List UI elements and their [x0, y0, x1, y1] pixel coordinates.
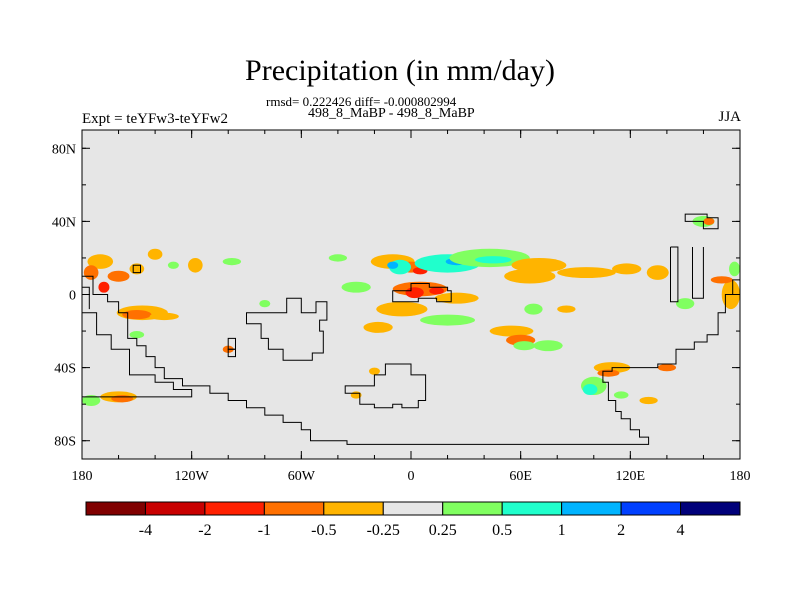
- anomaly-blob-39: [524, 303, 543, 315]
- colorbar-swatch: [323, 501, 384, 516]
- colorbar-swatch: [263, 501, 325, 516]
- experiment-label: Expt = teYFw3-teYFw2: [82, 111, 228, 127]
- colorbar-swatch: [501, 501, 563, 516]
- anomaly-blob-13: [341, 281, 371, 293]
- x-tick-label: 120E: [616, 469, 646, 484]
- anomaly-blob-35: [489, 325, 534, 337]
- x-tick-label: 0: [408, 469, 415, 484]
- anomaly-blob-11: [111, 395, 134, 403]
- coastline-far-east-strip: [692, 247, 704, 299]
- anomaly-blob-22: [474, 256, 512, 264]
- anomaly-blob-27: [646, 265, 669, 280]
- colorbar-label: 0.5: [492, 522, 512, 539]
- stats-subtitle: rmsd= 0.222426 diff= -0.000802994: [266, 94, 457, 109]
- precip-anomaly-fields: [82, 215, 740, 406]
- coastline-southern-island: [344, 363, 427, 409]
- anomaly-blob-1: [107, 270, 130, 282]
- period-subtitle: 498_8_MaBP - 498_8_MaBP: [308, 106, 475, 121]
- anomaly-blob-24: [504, 268, 556, 284]
- anomaly-blob-7: [122, 310, 152, 320]
- colorbar-label: -2: [198, 522, 211, 539]
- anomaly-blob-9: [82, 395, 101, 406]
- coastline-west-strip: [82, 286, 90, 310]
- anomaly-blob-32: [420, 314, 475, 326]
- anomaly-blob-51: [729, 261, 740, 277]
- colorbar-swatch: [620, 501, 682, 516]
- anomaly-blob-29: [405, 287, 424, 299]
- anomaly-blob-3: [147, 248, 163, 260]
- anomaly-blob-47: [657, 363, 677, 372]
- anomaly-blob-48: [676, 298, 695, 310]
- coastline-west-gondwana-island: [82, 312, 193, 398]
- anomaly-blob-45: [613, 391, 629, 399]
- anomaly-blob-55: [259, 299, 271, 308]
- colorbar-swatch: [561, 501, 622, 516]
- coastline-small-island-b: [227, 348, 236, 358]
- anomaly-blob-59: [98, 281, 110, 293]
- anomaly-blob-46: [639, 396, 658, 405]
- x-tick-label: 60W: [288, 469, 316, 484]
- colorbar-label: -4: [139, 522, 152, 539]
- y-axis: 80N 40N 0 40S 80S: [52, 142, 740, 450]
- anomaly-blob-50: [710, 276, 733, 284]
- y-tick-label: 0: [69, 289, 76, 304]
- anomaly-blob-33: [434, 292, 479, 304]
- colorbar-label: -1: [258, 522, 271, 539]
- coastlines: [82, 213, 740, 445]
- colorbar-label: 2: [617, 522, 625, 539]
- colorbar-swatch: [680, 501, 741, 516]
- y-tick-label: 40S: [54, 362, 76, 377]
- y-tick-label: 80N: [52, 142, 76, 157]
- anomaly-blob-31: [376, 301, 428, 317]
- chart-title: Precipitation (in mm/day): [245, 54, 555, 87]
- coastline-west-small-box: [132, 264, 141, 274]
- colorbar-swatch: [144, 501, 206, 516]
- anomaly-blob-30: [429, 287, 444, 295]
- x-tick-label: 180: [730, 469, 751, 484]
- colorbar-swatch: [204, 501, 265, 516]
- colorbar-label: -0.25: [367, 522, 400, 539]
- colorbar-label: 0.25: [429, 522, 457, 539]
- anomaly-blob-61: [167, 261, 179, 269]
- anomaly-blob-23: [511, 257, 567, 273]
- anomaly-blob-57: [368, 367, 380, 375]
- coastline-gondwana-west-coast: [82, 275, 740, 445]
- colorbar-swatch: [442, 501, 503, 516]
- coastline-equatorial-block: [392, 283, 452, 303]
- x-tick-label: 180: [72, 469, 93, 484]
- anomaly-blob-25: [557, 267, 616, 279]
- anomaly-blob-12: [328, 254, 348, 262]
- season-label: JJA: [718, 109, 741, 125]
- anomaly-blob-58: [83, 265, 99, 280]
- x-tick-label: 120W: [175, 469, 210, 484]
- anomaly-blob-18: [387, 261, 399, 269]
- colorbar-label: -0.5: [311, 522, 336, 539]
- anomaly-blob-60: [129, 331, 145, 339]
- coastline-northeast-island: [684, 213, 719, 230]
- x-tick-label: 60E: [509, 469, 532, 484]
- anomaly-blob-44: [582, 384, 598, 396]
- colorbar-label: 1: [558, 522, 566, 539]
- anomaly-blob-42: [597, 369, 620, 377]
- anomaly-blob-53: [703, 217, 715, 226]
- colorbar-label: 4: [677, 522, 685, 539]
- anomaly-blob-5: [222, 257, 242, 266]
- anomaly-blob-8: [149, 312, 179, 321]
- y-tick-label: 80S: [54, 435, 76, 450]
- coastline-east-strip: [670, 246, 679, 303]
- y-tick-label: 40N: [52, 215, 76, 230]
- anomaly-blob-37: [513, 341, 536, 351]
- anomaly-blob-38: [533, 340, 563, 352]
- anomaly-blob-26: [612, 263, 642, 275]
- coastline-mid-island: [246, 297, 328, 361]
- colorbar-swatch: [382, 501, 444, 516]
- anomaly-blob-0: [87, 254, 114, 269]
- colorbar: -4 -2 -1 -0.5 -0.25 0.25 0.5 1 2 4: [85, 501, 741, 539]
- anomaly-blob-40: [557, 305, 576, 313]
- x-axis: 180 120W 60W 0 60E 120E 180: [72, 130, 751, 484]
- colorbar-swatch: [85, 501, 146, 516]
- anomaly-blob-4: [188, 257, 203, 273]
- anomaly-blob-34: [363, 321, 393, 333]
